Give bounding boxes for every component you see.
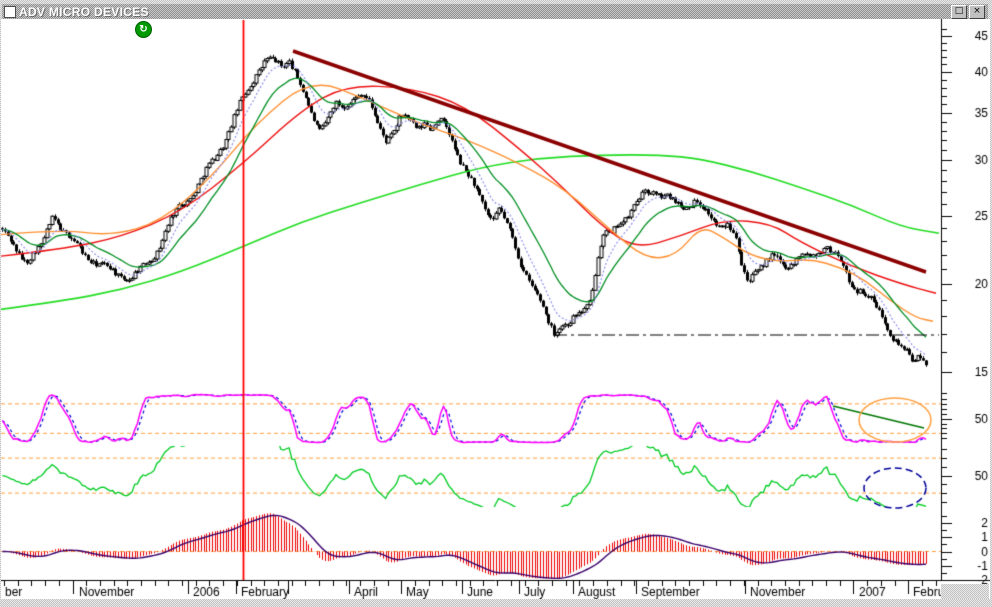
expert-advisor-icon[interactable]: ↻ — [135, 21, 152, 38]
close-button[interactable]: × — [969, 4, 985, 19]
title-bar[interactable]: ADV MICRO DEVICES □ × — [2, 4, 988, 20]
axis-corner-filler — [941, 584, 989, 599]
window-title: ADV MICRO DEVICES — [19, 4, 149, 19]
titlebar-buttons: □ × — [951, 4, 988, 19]
maximize-button[interactable]: □ — [951, 4, 967, 19]
chart-content: ↻ — [1, 19, 990, 599]
window-icon[interactable] — [4, 5, 16, 18]
price-chart-canvas[interactable] — [1, 19, 990, 599]
